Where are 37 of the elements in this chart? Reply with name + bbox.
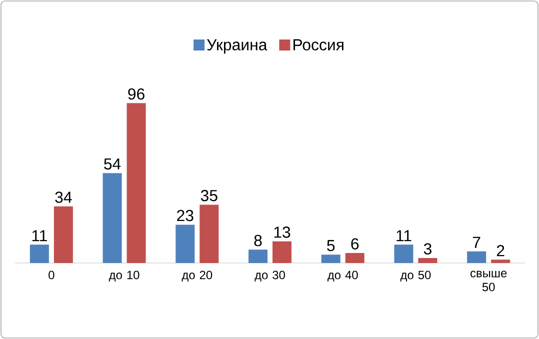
data-label: 54 [104,158,121,170]
data-label: 13 [274,226,290,238]
data-label: 35 [200,190,218,202]
bar [467,251,486,263]
data-label: 6 [351,238,359,250]
data-label: 5 [327,240,335,252]
x-tick-label: до 30 [254,270,285,282]
x-tick-label: 0 [48,270,54,280]
data-label: 8 [254,234,262,246]
bar [102,173,122,263]
bar [491,260,510,263]
data-label: 34 [55,192,72,203]
bar [394,244,414,263]
data-label: 2 [496,245,504,256]
x-tick-label: до 40 [328,270,358,282]
data-label: 3 [424,243,432,254]
x-tick-label: до 50 [400,270,431,282]
data-label: 7 [472,236,480,248]
x-tick-label: до 20 [182,270,212,282]
bar [345,253,364,263]
bar [321,254,340,263]
bar [200,204,219,263]
bar [176,224,195,263]
data-label: 96 [128,88,144,100]
x-tick-label: свыше 50 [470,270,507,292]
bar [248,250,268,263]
data-label: 11 [32,230,47,242]
bar [54,206,73,263]
data-label: 11 [396,230,412,242]
bar [30,244,49,263]
x-tick-label: до 10 [108,270,140,282]
data-label: 23 [177,210,194,222]
legend-label: Украина [206,39,268,54]
bar [272,241,292,263]
legend-label: Россия [294,39,344,50]
bar [418,258,438,263]
bar [126,103,146,263]
